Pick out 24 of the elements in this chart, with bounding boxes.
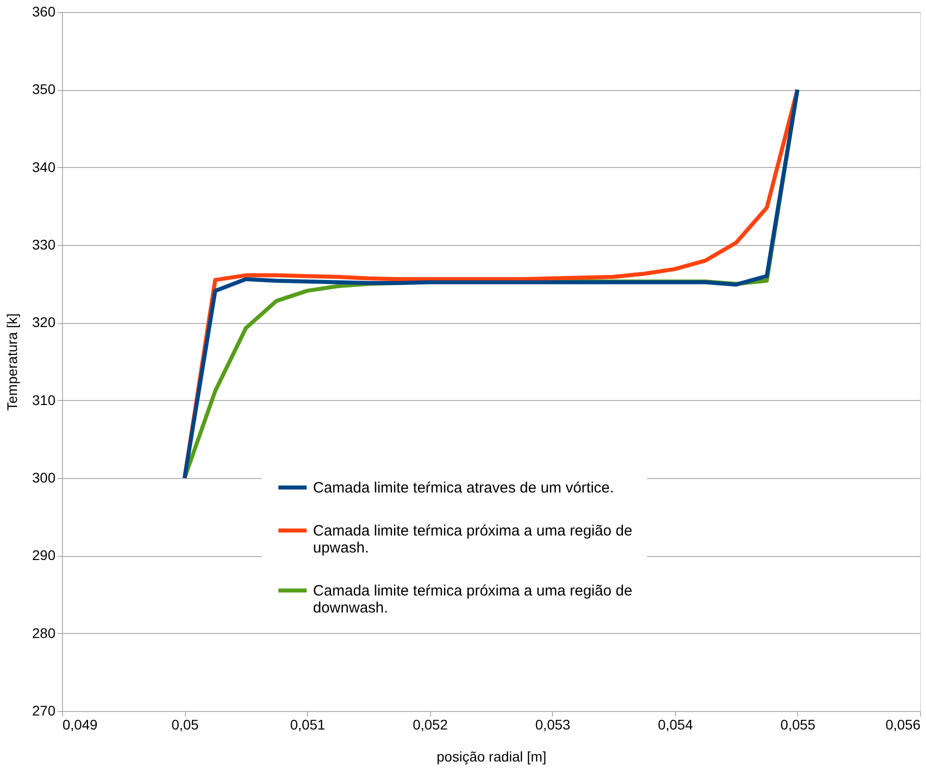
y-tick-label: 310 <box>32 392 56 408</box>
x-tick-label: 0,052 <box>412 716 448 732</box>
y-tick-label: 290 <box>32 547 56 564</box>
y-tick-label: 320 <box>32 314 56 330</box>
x-tick-label: 0,056 <box>885 716 921 732</box>
line-series <box>182 88 800 480</box>
x-tick-label: 0,049 <box>62 716 98 732</box>
y-tick-label: 300 <box>32 470 56 486</box>
y-tick-label: 350 <box>32 81 56 98</box>
y-tick-label: 270 <box>32 702 56 718</box>
y-tick-label: 340 <box>32 158 56 175</box>
x-axis-title: posição radial [m] <box>436 748 546 764</box>
x-tick-label: 0,055 <box>780 716 816 732</box>
y-axis-title: Temperatura [k] <box>4 313 20 411</box>
x-tick-label: 0,05 <box>171 716 199 732</box>
legend-label: Camada limite teŕmica próxima a uma região de upwash. <box>313 522 632 556</box>
y-tick-label: 330 <box>32 236 56 252</box>
legend-label: Camada limite teŕmica próxima a uma região de downwash. <box>313 582 632 616</box>
x-tick-label: 0,053 <box>535 716 571 732</box>
y-tick-label: 360 <box>32 4 56 20</box>
legend-label: Camada limite teŕmica atraves de um vórtice. <box>313 480 614 496</box>
x-tick-label: 0,054 <box>658 716 694 732</box>
x-tick-label: 0,051 <box>290 716 326 732</box>
y-tick-label: 280 <box>32 624 56 641</box>
